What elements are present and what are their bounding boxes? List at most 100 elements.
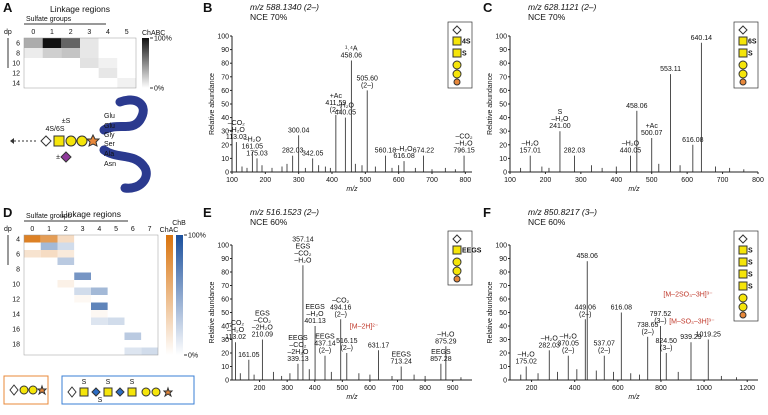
y-tick-label: 10 [12, 61, 20, 68]
heat-cell [141, 347, 158, 355]
y-tick-label: 0 [503, 378, 507, 385]
y-axis-label: dp [4, 29, 12, 36]
heat-cell [80, 78, 99, 88]
heat-cell [74, 332, 91, 340]
y-tick-label: 90 [499, 47, 507, 54]
heat-cell [42, 48, 62, 58]
label: S [130, 379, 135, 386]
x-axis-label: m/z [628, 394, 640, 401]
glycan-symbol [738, 234, 748, 244]
y-tick-label: 100 [495, 34, 507, 41]
peak-label: EEGS [391, 352, 411, 359]
peak-label: 440.05 [335, 110, 357, 117]
peak-label: 674.22 [413, 148, 435, 155]
heat-cell [40, 340, 58, 348]
heat-cell [40, 250, 58, 258]
colorbar-tick-label: 0% [154, 86, 164, 93]
heat-cell [141, 317, 158, 325]
structure-label: S [748, 284, 753, 291]
peak-label: (3–) [654, 318, 666, 325]
heat-cell [124, 347, 142, 355]
y-tick-label: 70 [221, 283, 229, 290]
heat-cell [80, 58, 99, 68]
peak-label: –H₂O [437, 331, 455, 338]
heat-cell [107, 332, 125, 340]
glycan-symbol [452, 60, 462, 70]
structure-label: S [748, 248, 753, 255]
heat-cell [40, 310, 58, 318]
heat-cell [91, 340, 108, 348]
heat-cell [74, 302, 91, 310]
heat-cell [124, 287, 142, 295]
colorbar [176, 235, 183, 355]
y-tick-label: 0 [225, 378, 229, 385]
glycan-symbol [738, 293, 748, 303]
x-tick-label: 1 [50, 29, 54, 36]
heat-cell [141, 250, 158, 258]
heat-cell [91, 235, 108, 243]
y-axis-label: Relative abundance [487, 73, 494, 135]
peak-label: 616.08 [393, 153, 415, 160]
panel-label: B [203, 0, 212, 15]
x-tick-label: 400 [309, 385, 321, 392]
y-tick-label: 70 [221, 74, 229, 81]
label: Glu [104, 113, 115, 120]
heat-cell [57, 310, 75, 318]
heat-cell [124, 340, 142, 348]
peak-label: 241.00 [549, 123, 571, 130]
heat-cell [141, 287, 158, 295]
heat-cell [24, 332, 41, 340]
heat-cell [107, 280, 125, 288]
x-tick-label: 2 [69, 29, 73, 36]
heat-cell [40, 272, 58, 280]
x-tick-label: 3 [81, 226, 85, 233]
heat-cell [74, 242, 91, 250]
y-tick-label: 50 [499, 102, 507, 109]
heat-cell [91, 302, 108, 310]
x-axis-label: m/z [346, 394, 358, 401]
heat-cell [141, 295, 158, 303]
chart-title: m/z 628.1121 (2–) [528, 2, 597, 12]
peak-label: (2–) [335, 311, 347, 318]
glycan-symbol [452, 36, 462, 46]
glycan-symbol [127, 387, 137, 397]
heat-cell [42, 58, 62, 68]
glycan-symbol [67, 386, 77, 398]
x-tick-label: 1000 [696, 385, 712, 392]
peak-label: 516.15 [336, 338, 358, 345]
peak-label: (2–) [341, 345, 353, 352]
structure-label: S [748, 272, 753, 279]
heat-cell [74, 317, 91, 325]
chart-title: Linkage regions [50, 4, 110, 14]
peak-label: –CO₂ [228, 120, 245, 127]
heat-cell [91, 250, 108, 258]
y-axis-label: Relative abundance [209, 73, 216, 135]
heat-cell [24, 68, 43, 78]
x-axis-label: m/z [628, 186, 640, 193]
y-tick-label: 30 [221, 337, 229, 344]
peak-label: S [558, 109, 563, 116]
heat-cell [124, 242, 142, 250]
x-tick-label: 0 [30, 226, 34, 233]
heat-cell [24, 287, 41, 295]
heat-cell [124, 265, 142, 273]
x-tick-label: 200 [540, 177, 552, 184]
heat-cell [42, 68, 62, 78]
heat-cell [57, 332, 75, 340]
heat-cell [40, 332, 58, 340]
peak-label: 1019.25 [696, 332, 721, 339]
heat-cell [74, 340, 91, 348]
peak-label: –2H₂O [287, 349, 309, 356]
heat-cell [57, 347, 75, 355]
y-tick-label: 30 [499, 129, 507, 136]
x-tick-label: 200 [526, 385, 538, 392]
y-tick-label: 30 [221, 129, 229, 136]
y-tick-label: 0 [225, 170, 229, 177]
chart-title: m/z 516.1523 (2–) [250, 207, 319, 217]
label: S [98, 397, 103, 404]
heat-cell [24, 310, 41, 318]
y-tick-label: 0 [503, 170, 507, 177]
glycan-symbol [453, 275, 461, 283]
x-axis-label: Sulfate groups [26, 213, 72, 220]
heat-cell [98, 58, 118, 68]
